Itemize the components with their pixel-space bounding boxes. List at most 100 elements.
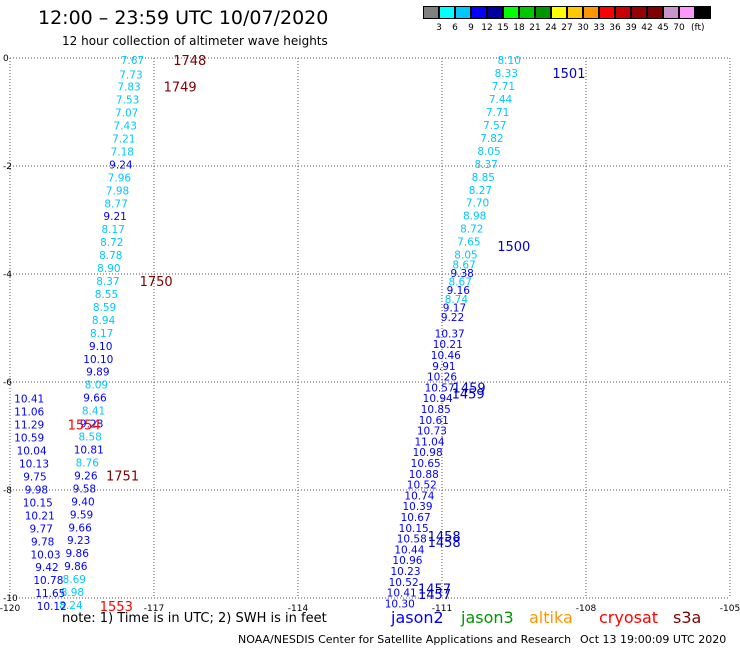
swh-value-label: 7.43 bbox=[114, 121, 137, 133]
time-label: 1751 bbox=[106, 469, 139, 484]
swh-value-label: 10.39 bbox=[402, 501, 432, 513]
color-swatch bbox=[519, 6, 535, 19]
color-scale-label: 12 bbox=[481, 23, 493, 33]
color-swatch bbox=[503, 6, 519, 19]
swh-value-label: 10.52 bbox=[389, 577, 419, 589]
swh-value-label: 8.98 bbox=[61, 587, 84, 599]
swh-value-label: 10.23 bbox=[390, 566, 420, 578]
swh-value-label: 9.28 bbox=[80, 419, 103, 431]
legend-altika: altika bbox=[529, 608, 573, 627]
x-tick-label: -114 bbox=[288, 604, 309, 614]
y-tick-label: -4 bbox=[3, 270, 12, 280]
time-label: 1457 bbox=[418, 582, 451, 597]
color-swatch bbox=[439, 6, 455, 19]
swh-value-label: 8.41 bbox=[82, 406, 105, 418]
swh-value-label: 7.70 bbox=[466, 198, 489, 210]
swh-value-label: 10.21 bbox=[25, 510, 55, 522]
legend-jason3: jason3 bbox=[461, 608, 514, 627]
color-swatch bbox=[615, 6, 631, 19]
axis-ticks: -120 -117 -114 -111 -108 -105 0 -2 -4 -6 -8 -10 bbox=[0, 54, 740, 614]
swh-value-label: 8.67 bbox=[452, 259, 475, 271]
color-scale-label: 9 bbox=[468, 23, 474, 33]
swh-value-label: 8.05 bbox=[477, 146, 500, 158]
swh-value-label: 10.59 bbox=[14, 433, 44, 445]
swh-value-label: 9.86 bbox=[64, 561, 88, 573]
color-scale-label: 36 bbox=[609, 23, 621, 33]
swh-value-label: 10.41 bbox=[14, 394, 44, 406]
swh-value-label: 10.41 bbox=[387, 588, 417, 600]
swh-value-label: 10.57 bbox=[425, 382, 455, 394]
swh-value-label: 7.07 bbox=[115, 108, 138, 120]
swh-value-label: 10.88 bbox=[409, 469, 439, 481]
swh-value-label: 9.91 bbox=[432, 361, 455, 373]
map-title: 12:00 – 23:59 UTC 10/07/2020 bbox=[38, 7, 329, 29]
swh-value-label: 8.09 bbox=[85, 380, 108, 392]
time-label: 1554 bbox=[68, 419, 101, 434]
swh-value-label: 9.26 bbox=[74, 470, 98, 482]
swh-value-label: 8.24 bbox=[59, 600, 83, 612]
time-label: 1459 bbox=[453, 381, 486, 396]
color-scale-label: 24 bbox=[545, 23, 557, 33]
legend-cryosat: cryosat bbox=[599, 608, 659, 627]
color-swatch bbox=[471, 6, 487, 19]
swh-value-label: 10.12 bbox=[37, 601, 67, 613]
color-swatch bbox=[535, 6, 551, 19]
swh-value-label: 9.77 bbox=[30, 523, 53, 535]
color-swatch bbox=[679, 6, 695, 19]
swh-value-label: 9.86 bbox=[66, 548, 90, 560]
color-scale-label: 27 bbox=[561, 23, 573, 33]
swh-value-label: 10.21 bbox=[433, 339, 463, 351]
swh-value-label: 7.82 bbox=[480, 133, 503, 145]
swh-value-label: 10.04 bbox=[17, 446, 47, 458]
time-label: 1749 bbox=[164, 81, 197, 96]
color-swatch bbox=[567, 6, 583, 19]
swh-value-label: 7.67 bbox=[121, 55, 144, 67]
y-tick-label: -8 bbox=[3, 486, 12, 496]
swh-value-label: 8.74 bbox=[445, 294, 469, 306]
color-swatch bbox=[647, 6, 663, 19]
color-swatch bbox=[551, 6, 567, 19]
swh-value-label: 9.38 bbox=[450, 268, 473, 280]
color-swatch bbox=[583, 6, 599, 19]
swh-value-label: 7.44 bbox=[489, 94, 513, 106]
swh-value-label: 11.06 bbox=[14, 407, 44, 419]
swh-value-label: 8.78 bbox=[99, 250, 122, 262]
generation-timestamp: Oct 13 19:00:09 UTC 2020 bbox=[580, 633, 727, 646]
footer-note: note: 1) Time is in UTC; 2) SWH is in fe… bbox=[62, 611, 327, 626]
y-tick-label: -2 bbox=[3, 162, 12, 172]
color-scale-label: 70 bbox=[673, 23, 685, 33]
swh-value-label: 9.66 bbox=[68, 522, 92, 534]
swh-value-label: 10.15 bbox=[23, 497, 53, 509]
swh-value-label: 9.89 bbox=[86, 367, 109, 379]
swh-value-label: 7.71 bbox=[486, 107, 509, 119]
color-scale-label: 3 bbox=[436, 23, 442, 33]
swh-value-label: 10.30 bbox=[385, 598, 415, 610]
swh-value-label: 7.98 bbox=[106, 185, 129, 197]
time-label: 1501 bbox=[552, 67, 585, 82]
swh-labels: 7.67 7.737.837.537.077.437.217.189.247.96… bbox=[14, 55, 521, 613]
swh-value-label: 8.85 bbox=[472, 172, 495, 184]
swh-value-label: 9.42 bbox=[35, 562, 58, 574]
swh-value-label: 7.73 bbox=[119, 70, 142, 82]
y-tick-label: -6 bbox=[3, 378, 12, 388]
swh-value-label: 9.59 bbox=[70, 509, 93, 521]
time-label: 1500 bbox=[497, 240, 530, 255]
swh-value-label: 8.58 bbox=[78, 432, 101, 444]
swh-value-label: 11.65 bbox=[35, 588, 65, 600]
time-label: 1553 bbox=[100, 600, 133, 615]
swh-value-label: 8.98 bbox=[463, 211, 486, 223]
swh-value-label: 9.17 bbox=[443, 302, 466, 314]
color-scale-label: 39 bbox=[625, 23, 637, 33]
legend-jason2: jason2 bbox=[391, 608, 444, 627]
swh-value-label: 11.29 bbox=[14, 420, 44, 432]
swh-value-label: 8.37 bbox=[96, 276, 119, 288]
swh-value-label: 7.65 bbox=[457, 237, 480, 249]
swh-value-label: 10.94 bbox=[423, 393, 453, 405]
swh-value-label: 8.17 bbox=[90, 328, 113, 340]
swh-value-label: 8.72 bbox=[460, 224, 483, 236]
x-tick-label: -108 bbox=[576, 604, 597, 614]
swh-value-label: 9.40 bbox=[71, 496, 94, 508]
color-swatch bbox=[631, 6, 647, 19]
swh-value-label: 10.81 bbox=[74, 445, 104, 457]
swh-value-label: 10.26 bbox=[427, 372, 457, 384]
